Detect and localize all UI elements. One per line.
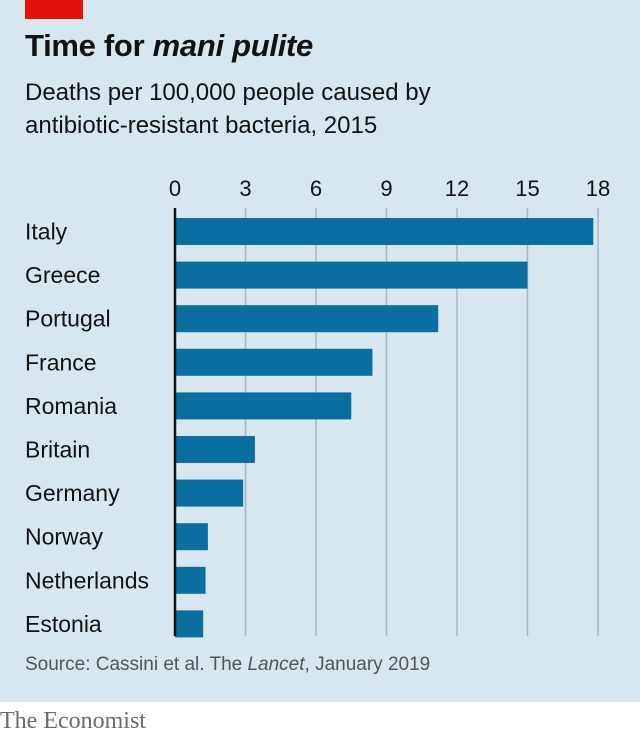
x-tick-label: 18: [586, 176, 610, 201]
bar: [175, 566, 206, 594]
category-label: Norway: [25, 524, 103, 550]
brand-tag: [25, 0, 83, 19]
x-tick-label: 0: [169, 176, 181, 201]
chart-subtitle: Deaths per 100,000 people caused by anti…: [25, 79, 431, 139]
category-label: Greece: [25, 262, 100, 288]
category-label: Estonia: [25, 611, 102, 637]
bar: [175, 392, 352, 420]
x-tick-label: 15: [515, 176, 539, 201]
x-tick-label: 6: [310, 176, 322, 201]
category-label: Romania: [25, 393, 117, 419]
x-tick-label: 9: [380, 176, 392, 201]
x-tick-label: 3: [239, 176, 251, 201]
bar: [175, 523, 208, 551]
x-tick-label: 12: [445, 176, 469, 201]
source-suffix: , January 2019: [304, 654, 431, 675]
category-label: Germany: [25, 480, 120, 506]
category-label: Britain: [25, 437, 90, 463]
category-label: Italy: [25, 219, 68, 245]
category-label: Portugal: [25, 306, 111, 332]
bar: [175, 348, 373, 376]
bar-chart: 0 3 6 9 12 15 18 Italy Greece Portugal France Roman…: [25, 176, 610, 638]
source-journal: Lancet: [247, 654, 305, 675]
source-note: Source: Cassini et al. The Lancet, Janua…: [25, 654, 430, 676]
chart-title: Time for mani pulite: [25, 28, 313, 64]
publisher-wordmark: The Economist: [0, 708, 146, 734]
bar: [175, 305, 439, 333]
category-label: Netherlands: [25, 567, 149, 593]
bar: [175, 479, 244, 507]
bar: [175, 436, 255, 463]
source-prefix: Source: Cassini et al. The: [25, 654, 248, 675]
chart-title-prefix: Time for: [25, 28, 153, 63]
bar: [175, 261, 528, 289]
category-label: France: [25, 349, 97, 375]
bar: [175, 610, 204, 638]
chart-title-emphasis: mani pulite: [152, 28, 314, 63]
bar: [175, 218, 594, 245]
